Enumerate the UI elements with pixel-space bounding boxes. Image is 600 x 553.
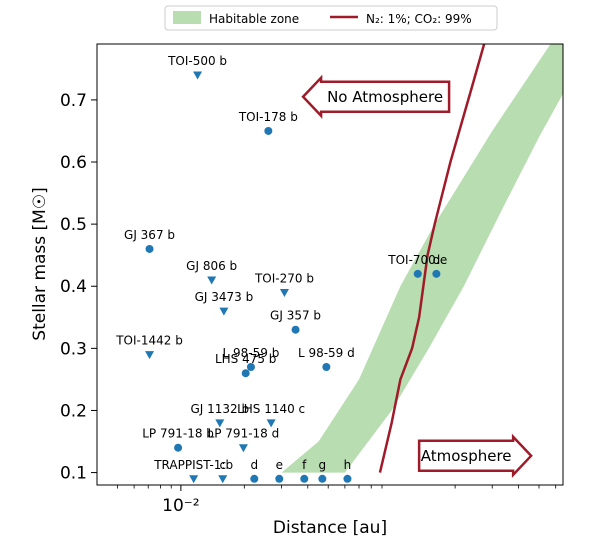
y-tick-label: 0.6 [60, 153, 87, 173]
y-tick-label: 0.2 [60, 401, 87, 421]
planet-marker-gj-357-b [291, 325, 300, 334]
legend-label-habitable-zone: Habitable zone [209, 12, 299, 26]
atmosphere-arrow: Atmosphere [417, 433, 533, 478]
planet-marker-trappist-1-h [343, 474, 352, 483]
legend-swatch-habitable-zone [173, 11, 201, 24]
planet-label-lhs-1140-c: LHS 1140 c [237, 402, 305, 416]
planet-label-toi-700-d: d [433, 253, 441, 267]
planet-marker-toi-700-e [413, 269, 422, 278]
planet-label-toi-700-e: TOI-700:e [387, 253, 447, 267]
y-tick-label: 0.3 [60, 339, 87, 359]
planet-label-toi-270-b: TOI-270 b [254, 271, 314, 285]
legend-label-atmosphere-line: N₂: 1%; CO₂: 99% [366, 12, 472, 26]
planet-label-lp-791-18-b: LP 791-18 b [142, 427, 214, 441]
plot-area [96, 43, 564, 486]
planet-label-l-98-59-d: L 98-59 d [298, 346, 355, 360]
annotation-arrow-shape [301, 74, 451, 119]
atmosphere-boundary-line [378, 44, 486, 473]
planet-marker-toi-178-b [264, 126, 273, 135]
planet-marker-toi-700-d [432, 269, 441, 278]
planet-label-trappist-1-e: e [276, 458, 283, 472]
annotation-arrow-shape [417, 433, 533, 478]
planet-marker-lhs-475-b [241, 369, 250, 378]
planet-label-lhs-475-b: LHS 475 b [215, 352, 276, 366]
no-atmosphere-arrow: No Atmosphere [301, 74, 451, 119]
planet-label-trappist-1-f: f [302, 458, 307, 472]
planet-label-gj-1132-b: GJ 1132 b [190, 402, 249, 416]
planet-label-trappist-1-d: d [250, 458, 258, 472]
y-tick-label: 0.4 [60, 277, 87, 297]
planet-label-trappist-1-b: TRAPPIST-1:b [153, 458, 233, 472]
habitable-zone-band [281, 44, 563, 473]
planet-label-lp-791-18-d: LP 791-18 d [208, 427, 280, 441]
planet-marker-trappist-1-g [318, 474, 327, 483]
annotation-text: Atmosphere [421, 447, 512, 465]
planet-label-trappist-1-h: h [344, 458, 352, 472]
planet-label-gj-357-b: GJ 357 b [270, 309, 321, 323]
planet-marker-lp-791-18-b [174, 443, 183, 452]
planet-label-gj-367-b: GJ 367 b [124, 228, 175, 242]
planet-marker-trappist-1-f [300, 474, 309, 483]
planet-marker-toi-270-b [279, 288, 289, 297]
planet-marker-trappist-1-d [250, 474, 259, 483]
planet-marker-gj-1132-b [215, 419, 225, 428]
planet-marker-lp-791-18-d [238, 444, 248, 453]
x-axis-title: Distance [au] [273, 518, 387, 538]
planet-marker-trappist-1-e [275, 474, 284, 483]
planet-marker-lhs-1140-c [266, 419, 276, 428]
y-tick-label: 0.5 [60, 215, 87, 235]
y-axis-title: Stellar mass [M☉] [30, 187, 50, 340]
legend: Habitable zone N₂: 1%; CO₂: 99% [164, 5, 498, 31]
planet-marker-l-98-59-b [246, 362, 255, 371]
annotation-text: No Atmosphere [327, 88, 443, 106]
planet-label-toi-1442-b: TOI-1442 b [115, 334, 183, 348]
planet-marker-trappist-1-c [218, 475, 228, 484]
y-tick-label: 0.7 [60, 91, 87, 111]
planet-label-gj-806-b: GJ 806 b [186, 259, 237, 273]
planet-label-toi-500-b: TOI-500 b [167, 54, 227, 68]
planet-marker-gj-367-b [145, 244, 154, 253]
planet-marker-toi-500-b [193, 71, 203, 80]
x-tick-label: 10⁻² [162, 496, 199, 516]
planet-label-l-98-59-b: L 98-59 b [223, 346, 280, 360]
planet-label-gj-3473-b: GJ 3473 b [195, 290, 254, 304]
y-tick-label: 0.1 [60, 464, 87, 484]
planet-label-toi-178-b: TOI-178 b [238, 110, 298, 124]
planet-label-trappist-1-c: c [219, 458, 226, 472]
planet-label-trappist-1-g: g [319, 458, 327, 472]
planet-marker-l-98-59-d [322, 362, 331, 371]
planet-marker-gj-806-b [207, 276, 217, 285]
planet-marker-toi-1442-b [145, 351, 155, 360]
planet-marker-gj-3473-b [219, 307, 229, 316]
planet-marker-trappist-1-b [189, 475, 199, 484]
